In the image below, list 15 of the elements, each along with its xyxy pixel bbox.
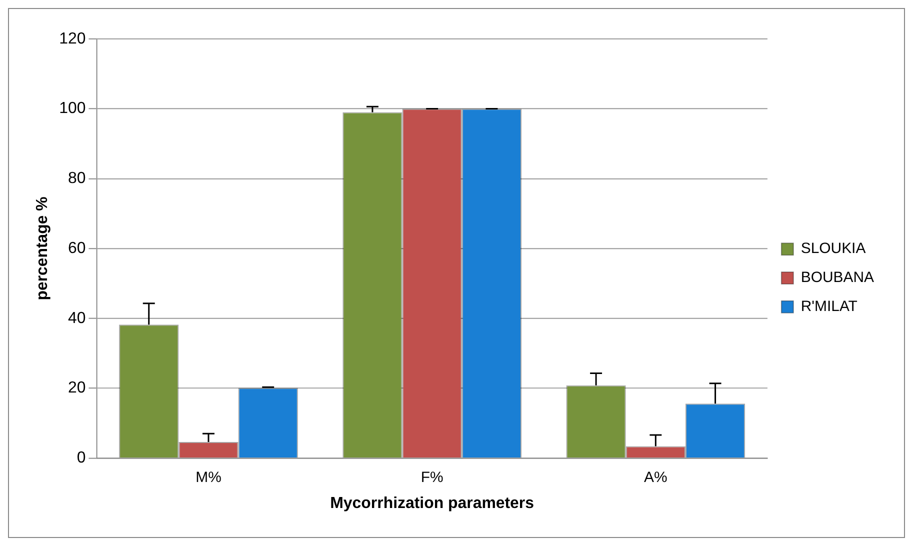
x-tick-label: M% <box>196 469 222 486</box>
x-tick-label: F% <box>420 469 444 486</box>
y-tick-label: 0 <box>76 450 86 466</box>
x-axis-title: Mycorrhization parameters <box>330 494 534 512</box>
y-tick-label: 120 <box>59 30 86 48</box>
y-tick-label: 80 <box>68 170 86 188</box>
x-tick-label: A% <box>644 469 668 486</box>
y-tick-label: 40 <box>68 310 86 327</box>
legend-label: BOUBANA <box>800 269 874 286</box>
legend-label: R'MILAT <box>800 298 858 315</box>
y-axis-title: percentage % <box>34 196 51 300</box>
y-tick-label: 60 <box>68 240 86 257</box>
legend-label: SLOUKIA <box>800 240 866 258</box>
y-tick-label: 20 <box>68 380 86 397</box>
y-tick-label: 100 <box>59 100 86 118</box>
